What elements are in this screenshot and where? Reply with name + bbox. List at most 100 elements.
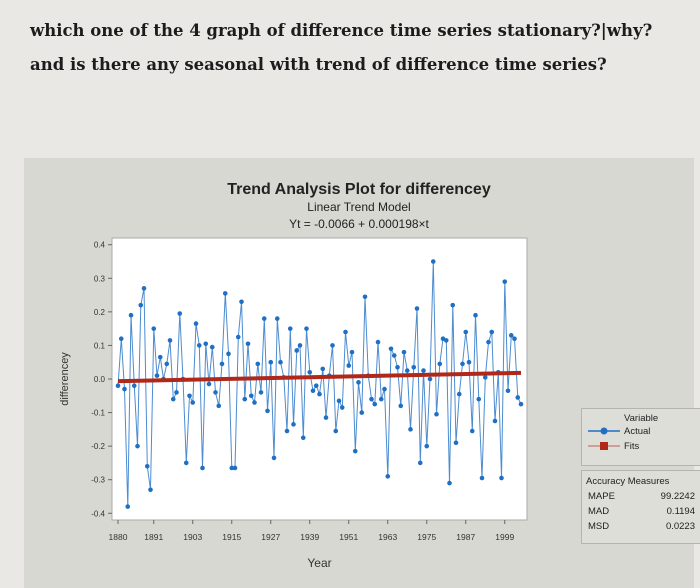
y-tick-label: -0.4 bbox=[91, 509, 105, 518]
actual-point bbox=[443, 338, 449, 343]
actual-point bbox=[151, 326, 157, 331]
legend-actual: Actual bbox=[624, 426, 651, 437]
actual-point bbox=[258, 390, 264, 395]
x-tick-label: 1951 bbox=[339, 532, 358, 542]
legend-markers bbox=[588, 427, 620, 450]
actual-point bbox=[174, 390, 179, 395]
actual-point bbox=[213, 390, 218, 395]
actual-point bbox=[232, 465, 238, 471]
actual-point bbox=[502, 279, 508, 284]
actual-point bbox=[437, 361, 443, 367]
x-tick-label: 1915 bbox=[222, 532, 241, 542]
actual-point bbox=[278, 359, 283, 365]
actual-point bbox=[242, 396, 248, 402]
legend: Variable Actual Fits bbox=[581, 408, 700, 466]
actual-point bbox=[304, 326, 309, 331]
actual-point bbox=[187, 393, 192, 399]
actual-point bbox=[294, 348, 300, 353]
x-tick-label: 1987 bbox=[456, 532, 475, 542]
accuracy-value-mape: 99.2242 bbox=[660, 491, 695, 502]
actual-point bbox=[336, 398, 342, 404]
actual-point bbox=[313, 383, 319, 389]
actual-point bbox=[200, 465, 205, 471]
actual-point bbox=[239, 299, 244, 305]
actual-point bbox=[417, 460, 423, 466]
question-line-1: which one of the 4 graph of difference t… bbox=[30, 21, 653, 40]
y-tick-label: 0.2 bbox=[94, 308, 106, 317]
actual-point bbox=[287, 326, 293, 331]
actual-point bbox=[135, 443, 140, 449]
x-tick-label: 1999 bbox=[495, 532, 514, 542]
actual-point bbox=[265, 408, 270, 414]
actual-point bbox=[369, 396, 374, 402]
actual-point bbox=[323, 415, 329, 420]
actual-point bbox=[317, 391, 322, 397]
y-axis-label: differencey bbox=[59, 352, 71, 406]
actual-point bbox=[482, 375, 488, 380]
actual-point bbox=[122, 386, 127, 392]
actual-point bbox=[450, 302, 456, 308]
actual-point bbox=[209, 344, 215, 350]
actual-point bbox=[473, 312, 478, 318]
actual-point bbox=[463, 329, 469, 335]
actual-point bbox=[398, 403, 404, 409]
actual-point bbox=[219, 361, 225, 367]
actual-point bbox=[177, 311, 183, 316]
actual-point bbox=[170, 396, 176, 402]
y-tick-label: 0.0 bbox=[94, 375, 106, 384]
actual-point bbox=[453, 440, 459, 446]
actual-point bbox=[274, 316, 280, 321]
actual-point bbox=[388, 346, 394, 352]
chart-title: Trend Analysis Plot for differencey bbox=[227, 181, 491, 198]
actual-point bbox=[222, 291, 228, 296]
actual-point bbox=[375, 339, 381, 345]
actual-point bbox=[512, 336, 517, 342]
actual-point bbox=[196, 343, 202, 348]
actual-point bbox=[427, 376, 433, 382]
question-line-2: and is there any seasonal with trend of … bbox=[30, 55, 607, 74]
accuracy-label-mape: MAPE bbox=[588, 491, 615, 502]
actual-point bbox=[466, 359, 472, 365]
actual-point bbox=[489, 329, 495, 335]
actual-point bbox=[447, 480, 452, 486]
actual-point bbox=[421, 368, 426, 373]
x-axis-label: Year bbox=[307, 556, 331, 570]
actual-point bbox=[476, 396, 482, 402]
legend-fits-marker bbox=[600, 442, 608, 450]
actual-point bbox=[141, 286, 147, 291]
actual-point bbox=[430, 259, 436, 264]
actual-point bbox=[235, 334, 241, 340]
actual-point bbox=[245, 341, 251, 347]
actual-point bbox=[395, 364, 400, 370]
actual-point bbox=[261, 316, 267, 321]
actual-point bbox=[320, 366, 326, 372]
actual-point bbox=[434, 411, 439, 417]
accuracy-label-mad: MAD bbox=[588, 506, 610, 517]
actual-point bbox=[131, 383, 137, 389]
y-tick-label: 0.4 bbox=[94, 241, 106, 250]
actual-point bbox=[203, 341, 209, 347]
legend-title: Variable bbox=[624, 413, 659, 424]
actual-point bbox=[456, 391, 462, 397]
actual-point bbox=[229, 465, 235, 471]
actual-point bbox=[339, 405, 345, 410]
actual-point bbox=[167, 338, 173, 343]
actual-point bbox=[271, 455, 277, 461]
actual-point bbox=[401, 349, 407, 355]
trend-chart: Trend Analysis Plot for differencey Linea… bbox=[59, 181, 528, 570]
actual-point bbox=[128, 312, 134, 318]
actual-point bbox=[115, 383, 121, 389]
actual-point bbox=[515, 395, 521, 400]
x-tick-label: 1880 bbox=[109, 532, 128, 542]
x-tick-label: 1975 bbox=[417, 532, 436, 542]
actual-point bbox=[248, 393, 254, 399]
actual-point bbox=[356, 380, 361, 385]
actual-point bbox=[499, 475, 504, 481]
actual-point bbox=[226, 351, 231, 357]
question-text: which one of the 4 graph of difference t… bbox=[30, 14, 652, 82]
actual-point bbox=[268, 359, 274, 365]
actual-point bbox=[183, 460, 189, 466]
actual-point bbox=[291, 422, 296, 427]
actual-point bbox=[408, 427, 413, 432]
actual-point bbox=[144, 463, 150, 469]
